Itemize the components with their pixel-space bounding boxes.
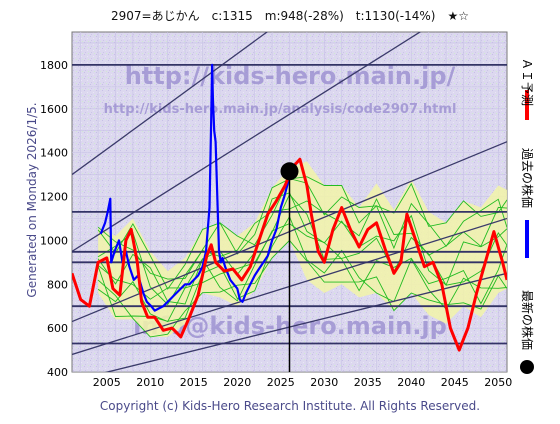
ai-forecast-line: [72, 157, 507, 352]
channel-line: [72, 32, 269, 176]
latest-marker-group: [280, 162, 299, 372]
y-tick-label: 1600: [40, 103, 68, 116]
x-tick-label: 2020: [223, 376, 251, 389]
legend-latest-label: 最新の株価: [520, 290, 535, 350]
latest-price-marker: [280, 162, 299, 181]
y-tick-label: 400: [47, 366, 68, 379]
x-tick-label: 2015: [180, 376, 208, 389]
legend: ＡＩ予測 過去の株価 最新の株価: [520, 58, 535, 374]
watermark-url: http://kids-hero.main.jp/: [125, 62, 456, 90]
x-tick-label: 2005: [93, 376, 121, 389]
series-lines: [72, 63, 507, 352]
chart-title: 2907=あじかん c:1315 m:948(-28%) t:1130(-14%…: [111, 9, 469, 23]
legend-latest-dot: [520, 360, 534, 374]
x-tick-label: 2025: [267, 376, 295, 389]
x-tick-label: 2030: [310, 376, 338, 389]
y-tick-label: 800: [47, 278, 68, 291]
y-axis-ticks: 400 600 800 1000 1200 1400 1600 1800: [40, 59, 68, 379]
legend-past-label: 過去の株価: [520, 148, 535, 208]
y-tick-label: 1800: [40, 59, 68, 72]
y-tick-label: 1400: [40, 147, 68, 160]
x-axis-ticks: 2005 2010 2015 2020 2025 2030 2035 2040 2045 2050: [93, 376, 512, 389]
x-tick-label: 2050: [484, 376, 512, 389]
y-tick-label: 1200: [40, 191, 68, 204]
x-tick-label: 2035: [354, 376, 382, 389]
watermark-analysis-url: http://kids-hero.main.jp/analysis/code29…: [104, 102, 457, 117]
simulation-line: [97, 176, 507, 290]
channel-line: [72, 32, 422, 252]
x-tick-label: 2010: [136, 376, 164, 389]
y-tick-label: 600: [47, 322, 68, 335]
x-tick-label: 2045: [441, 376, 469, 389]
past-price-line: [99, 63, 291, 312]
legend-ai-label: ＡＩ予測: [520, 58, 534, 106]
simulation-line: [97, 223, 507, 323]
generated-date-label: Generated on Monday 2026/1/5.: [25, 102, 39, 297]
y-tick-label: 1000: [40, 234, 68, 247]
copyright-footer: Copyright (c) Kids-Hero Research Institu…: [100, 399, 480, 413]
x-tick-label: 2040: [397, 376, 425, 389]
